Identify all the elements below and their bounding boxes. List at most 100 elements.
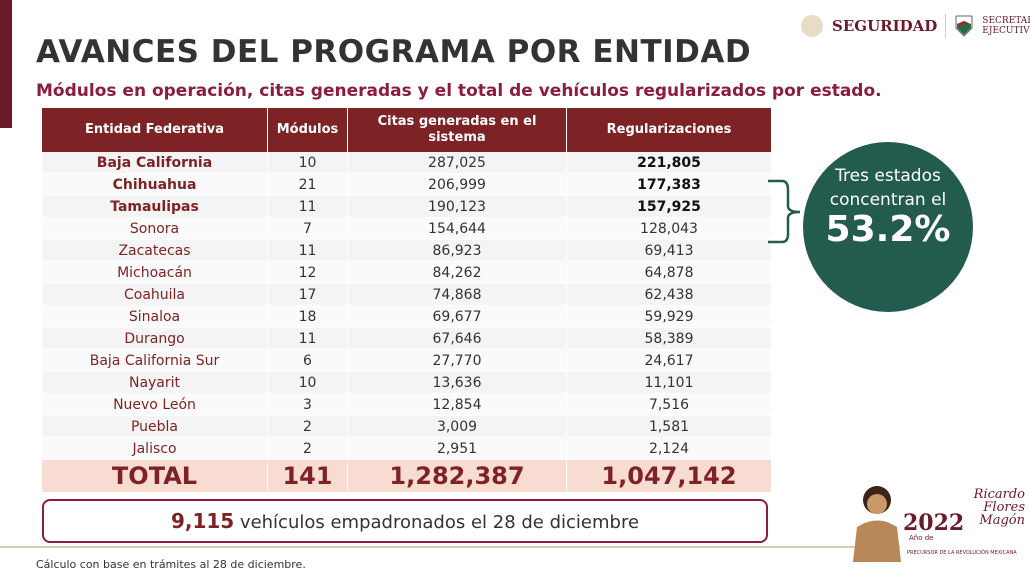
cell-citas: 190,123 <box>347 195 567 218</box>
total-row: TOTAL 141 1,282,387 1,047,142 <box>42 459 772 493</box>
cell-modulos: 11 <box>267 195 348 218</box>
cell-entidad: Tamaulipas <box>42 195 268 218</box>
portrait-icon <box>853 486 901 562</box>
cell-regularizaciones: 11,101 <box>566 371 772 394</box>
cell-entidad: Zacatecas <box>42 239 268 262</box>
total-cell: 1,047,142 <box>566 459 772 493</box>
table-row: Sonora 7 154,644 128,043 <box>42 217 772 240</box>
flores-magon-emblem: 2022 Año de Ricardo Flores Magón PRECURS… <box>845 482 1025 562</box>
cell-entidad: Durango <box>42 327 268 350</box>
cell-modulos: 18 <box>267 305 348 328</box>
col-modulos: Módulos <box>267 108 348 152</box>
cell-regularizaciones: 64,878 <box>566 261 772 284</box>
cell-citas: 74,868 <box>347 283 567 306</box>
cell-regularizaciones: 69,413 <box>566 239 772 262</box>
cell-modulos: 10 <box>267 371 348 394</box>
cell-regularizaciones: 7,516 <box>566 393 772 416</box>
note-text: vehículos empadronados el 28 de diciembr… <box>234 512 640 533</box>
note-number: 9,115 <box>170 509 235 533</box>
cell-regularizaciones: 221,805 <box>566 152 772 174</box>
cell-regularizaciones: 157,925 <box>566 195 772 218</box>
table-row: Sinaloa 18 69,677 59,929 <box>42 305 772 328</box>
cell-entidad: Nayarit <box>42 371 268 394</box>
col-entidad: Entidad Federativa <box>42 108 268 152</box>
table-row: Nuevo León 3 12,854 7,516 <box>42 393 772 416</box>
cell-modulos: 2 <box>267 415 348 438</box>
cell-entidad: Sonora <box>42 217 268 240</box>
table-row: Durango 11 67,646 58,389 <box>42 327 772 350</box>
cell-entidad: Sinaloa <box>42 305 268 328</box>
table-row: Puebla 2 3,009 1,581 <box>42 415 772 438</box>
cell-modulos: 7 <box>267 217 348 240</box>
total-cell: TOTAL <box>42 459 268 493</box>
cell-modulos: 11 <box>267 239 348 262</box>
emblem-line1: Año de <box>909 534 934 542</box>
cell-citas: 13,636 <box>347 371 567 394</box>
brace-icon <box>768 179 801 244</box>
registered-vehicles-note: 9,115 vehículos empadronados el 28 de di… <box>42 499 768 543</box>
cell-citas: 287,025 <box>347 152 567 174</box>
cell-citas: 27,770 <box>347 349 567 372</box>
col-citas: Citas generadas en el sistema <box>347 108 567 152</box>
callout-text: Tres estados concentran el <box>829 166 947 210</box>
divider <box>0 546 900 548</box>
cell-regularizaciones: 177,383 <box>566 173 772 196</box>
callout-percent: 53.2% <box>825 209 951 250</box>
entity-table: Entidad Federativa Módulos Citas generad… <box>42 108 772 493</box>
table-row: Baja California 10 287,025 221,805 <box>42 152 772 174</box>
secretariado-shield-icon <box>955 15 973 37</box>
table-row: Chihuahua 21 206,999 177,383 <box>42 173 772 196</box>
cell-entidad: Jalisco <box>42 437 268 460</box>
cell-citas: 67,646 <box>347 327 567 350</box>
cell-modulos: 12 <box>267 261 348 284</box>
logo-secretariado: SECRETARIADO EJECUTIVO <box>982 16 1030 36</box>
cell-citas: 69,677 <box>347 305 567 328</box>
cell-modulos: 6 <box>267 349 348 372</box>
emblem-name: Ricardo Flores Magón <box>973 487 1025 528</box>
table-row: Michoacán 12 84,262 64,878 <box>42 261 772 284</box>
emblem-year: 2022 <box>903 510 965 536</box>
table-row: Baja California Sur 6 27,770 24,617 <box>42 349 772 372</box>
cell-citas: 86,923 <box>347 239 567 262</box>
page-subtitle: Módulos en operación, citas generadas y … <box>36 81 882 101</box>
cell-entidad: Baja California <box>42 152 268 174</box>
cell-modulos: 21 <box>267 173 348 196</box>
cell-entidad: Chihuahua <box>42 173 268 196</box>
cell-citas: 84,262 <box>347 261 567 284</box>
callout-circle: Tres estados concentran el 53.2% <box>803 142 973 312</box>
cell-regularizaciones: 59,929 <box>566 305 772 328</box>
cell-regularizaciones: 2,124 <box>566 437 772 460</box>
cell-entidad: Nuevo León <box>42 393 268 416</box>
table-row: Coahuila 17 74,868 62,438 <box>42 283 772 306</box>
footer-note: Cálculo con base en trámites al 28 de di… <box>36 558 306 571</box>
cell-entidad: Michoacán <box>42 261 268 284</box>
cell-entidad: Coahuila <box>42 283 268 306</box>
total-cell: 141 <box>267 459 348 493</box>
col-regularizaciones: Regularizaciones <box>566 108 772 152</box>
cell-citas: 206,999 <box>347 173 567 196</box>
sidebar-accent <box>0 0 12 128</box>
cell-citas: 3,009 <box>347 415 567 438</box>
cell-modulos: 3 <box>267 393 348 416</box>
logos: SEGURIDAD SECRETARIADO EJECUTIVO <box>800 14 1030 38</box>
cell-citas: 2,951 <box>347 437 567 460</box>
cell-citas: 12,854 <box>347 393 567 416</box>
page-title: AVANCES DEL PROGRAMA POR ENTIDAD <box>36 34 752 70</box>
total-cell: 1,282,387 <box>347 459 567 493</box>
cell-citas: 154,644 <box>347 217 567 240</box>
cell-modulos: 2 <box>267 437 348 460</box>
cell-entidad: Puebla <box>42 415 268 438</box>
emblem-tagline: PRECURSOR DE LA REVOLUCIÓN MEXICANA <box>907 550 1017 556</box>
cell-regularizaciones: 58,389 <box>566 327 772 350</box>
table-row: Zacatecas 11 86,923 69,413 <box>42 239 772 262</box>
cell-regularizaciones: 1,581 <box>566 415 772 438</box>
mexico-seal-icon <box>801 15 823 37</box>
cell-regularizaciones: 62,438 <box>566 283 772 306</box>
logo-seguridad: SEGURIDAD <box>832 17 938 35</box>
cell-entidad: Baja California Sur <box>42 349 268 372</box>
table-row: Nayarit 10 13,636 11,101 <box>42 371 772 394</box>
cell-regularizaciones: 128,043 <box>566 217 772 240</box>
cell-modulos: 11 <box>267 327 348 350</box>
table-row: Tamaulipas 11 190,123 157,925 <box>42 195 772 218</box>
cell-regularizaciones: 24,617 <box>566 349 772 372</box>
